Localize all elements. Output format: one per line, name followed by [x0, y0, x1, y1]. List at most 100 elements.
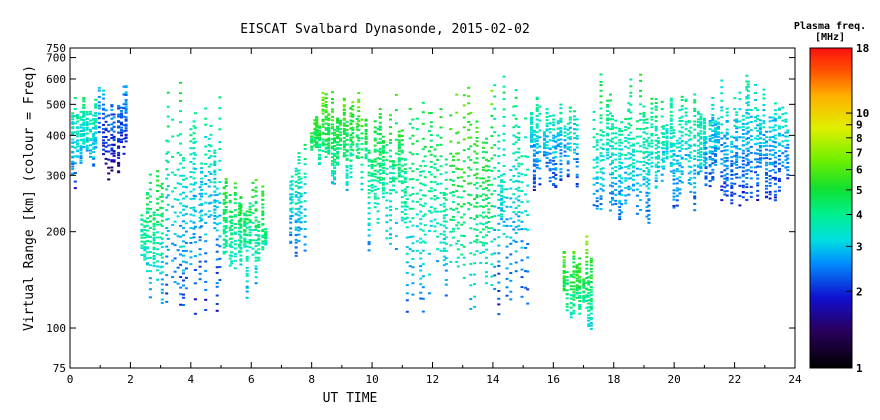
- echo-point: [331, 147, 334, 150]
- echo-point: [124, 118, 128, 121]
- echo-point: [587, 306, 591, 309]
- echo-point: [460, 243, 464, 246]
- echo-point: [592, 166, 596, 169]
- echo-point: [548, 176, 552, 179]
- echo-point: [456, 176, 460, 179]
- echo-point: [556, 132, 560, 134]
- echo-point: [618, 158, 622, 161]
- echo-point: [364, 143, 368, 145]
- echo-point: [122, 85, 126, 88]
- echo-point: [635, 150, 639, 153]
- echo-point: [228, 264, 232, 267]
- echo-point: [429, 139, 433, 142]
- echo-point: [436, 210, 440, 213]
- echo-point: [192, 233, 196, 236]
- echo-point: [403, 208, 407, 211]
- echo-point: [156, 184, 160, 187]
- echo-point: [224, 195, 228, 198]
- echo-point: [730, 202, 734, 205]
- echo-point: [678, 109, 682, 112]
- echo-point: [313, 138, 317, 141]
- echo-point: [589, 317, 593, 319]
- echo-point: [290, 175, 294, 178]
- echo-point: [575, 173, 579, 176]
- echo-point: [411, 193, 415, 195]
- echo-point: [124, 99, 128, 102]
- echo-point: [403, 190, 407, 193]
- echo-point: [289, 227, 293, 230]
- echo-point: [479, 241, 483, 244]
- echo-point: [152, 255, 156, 257]
- echo-point: [572, 291, 576, 294]
- echo-point: [364, 124, 368, 127]
- echo-point: [436, 235, 440, 238]
- echo-point: [669, 97, 673, 100]
- echo-point: [176, 182, 180, 185]
- echo-point: [152, 217, 156, 220]
- echo-point: [182, 245, 185, 248]
- echo-point: [569, 313, 573, 316]
- echo-point: [145, 192, 149, 194]
- echo-point: [745, 132, 749, 135]
- echo-point: [145, 235, 149, 238]
- echo-point: [71, 141, 75, 144]
- echo-point: [730, 169, 734, 172]
- echo-point: [696, 132, 700, 135]
- echo-point: [460, 176, 464, 179]
- echo-point: [345, 166, 349, 169]
- echo-point: [455, 207, 459, 210]
- echo-point: [327, 128, 331, 130]
- echo-point: [535, 151, 539, 154]
- echo-point: [627, 117, 631, 120]
- echo-point: [455, 167, 459, 170]
- echo-point: [160, 265, 164, 268]
- echo-point: [331, 174, 334, 177]
- echo-point: [405, 310, 409, 313]
- echo-point: [520, 220, 524, 223]
- echo-point: [248, 231, 252, 234]
- echo-point: [381, 192, 385, 195]
- echo-point: [156, 269, 160, 272]
- echo-point: [639, 73, 643, 76]
- echo-point: [436, 197, 440, 199]
- echo-point: [647, 209, 651, 212]
- echo-point: [730, 135, 734, 138]
- echo-point: [609, 112, 612, 115]
- echo-point: [741, 125, 745, 128]
- echo-point: [117, 161, 121, 164]
- echo-point: [500, 197, 504, 200]
- echo-point: [509, 253, 513, 256]
- echo-point: [339, 119, 342, 122]
- echo-point: [738, 176, 742, 179]
- echo-point: [502, 154, 506, 157]
- echo-point: [578, 304, 582, 306]
- echo-point: [92, 148, 96, 150]
- echo-point: [552, 114, 556, 117]
- echo-point: [545, 125, 549, 128]
- echo-point: [720, 185, 724, 188]
- echo-point: [589, 302, 593, 305]
- echo-point: [152, 239, 156, 242]
- echo-point: [166, 151, 170, 154]
- echo-point: [331, 170, 334, 173]
- echo-point: [500, 218, 504, 221]
- echo-point: [233, 226, 237, 229]
- echo-point: [469, 298, 473, 301]
- echo-point: [429, 146, 433, 148]
- echo-point: [245, 257, 249, 260]
- echo-point: [345, 143, 349, 146]
- echo-point: [758, 132, 762, 135]
- echo-point: [451, 227, 455, 230]
- echo-point: [297, 226, 301, 229]
- echo-point: [333, 167, 336, 169]
- echo-point: [723, 193, 727, 196]
- x-tick-label: 18: [607, 373, 620, 386]
- echo-point: [419, 182, 423, 185]
- echo-point: [606, 132, 610, 135]
- echo-point: [228, 226, 232, 229]
- echo-point: [192, 227, 196, 230]
- echo-point: [665, 135, 669, 138]
- echo-point: [509, 178, 513, 181]
- echo-point: [699, 132, 703, 135]
- echo-point: [289, 240, 293, 243]
